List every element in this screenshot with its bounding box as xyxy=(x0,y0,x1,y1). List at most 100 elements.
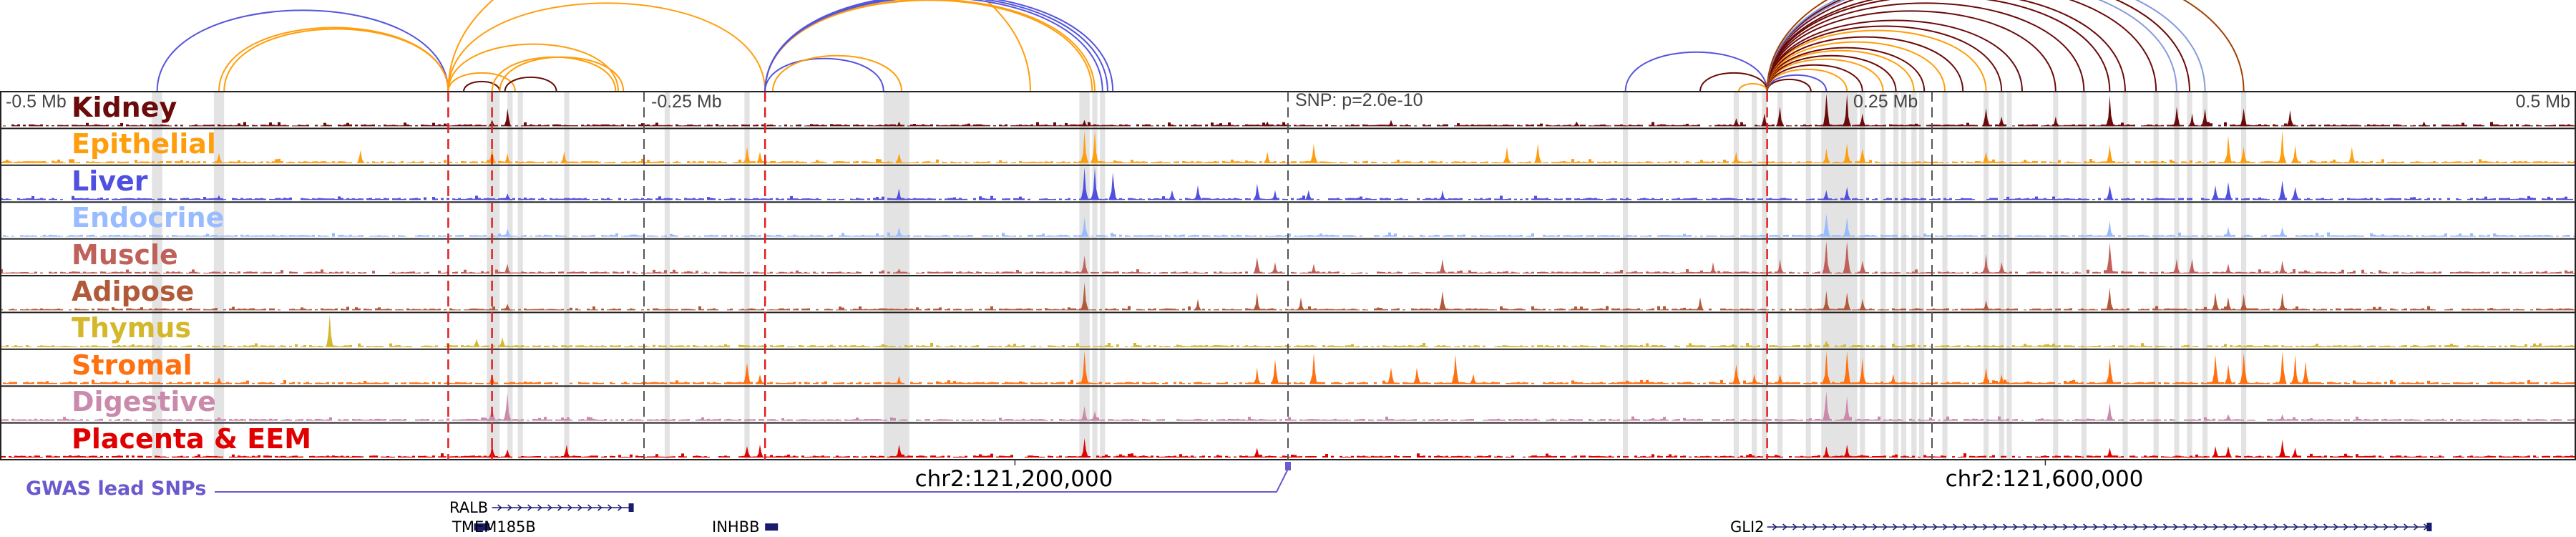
signal-peak xyxy=(2105,220,2114,237)
signal-peak xyxy=(1858,113,1867,127)
gene-ralb-strand-arrow xyxy=(517,504,522,511)
signal-peak xyxy=(503,228,512,237)
signal-peak xyxy=(1822,340,1831,347)
signal-peak xyxy=(1822,446,1831,458)
signal-peak xyxy=(894,444,904,458)
chromatin-loop-arc xyxy=(1766,58,1884,92)
gene-gli2-strand-arrow xyxy=(1802,523,1807,531)
gene-ralb-strand-arrow xyxy=(537,504,542,511)
gene-label-inhbb[interactable]: INHBB xyxy=(712,518,760,536)
signal-peak xyxy=(2211,446,2220,458)
gene-gli2-strand-arrow xyxy=(1863,523,1868,531)
gene-gli2-strand-arrow xyxy=(1823,523,1828,531)
signal-peak xyxy=(2278,130,2287,163)
chromatin-loop-arc xyxy=(1766,10,2057,92)
chromatin-loop-arc xyxy=(1699,72,1768,92)
chromatin-loop-arc xyxy=(1766,0,2111,92)
signal-peak xyxy=(1252,448,1262,458)
gene-gli2-strand-arrow xyxy=(2133,523,2138,531)
chromatin-loop-arc xyxy=(764,0,1096,92)
signal-peak xyxy=(1271,190,1279,200)
signal-peak xyxy=(756,444,764,458)
signal-peak xyxy=(1843,396,1852,421)
signal-peak xyxy=(2172,258,2181,274)
signal-peak xyxy=(1271,262,1279,274)
signal-peak xyxy=(2290,145,2300,163)
chromatin-loop-arc xyxy=(156,9,449,92)
gene-gli2-strand-arrow xyxy=(1943,523,1948,531)
signal-peak xyxy=(2419,121,2429,127)
gene-gli2-strand-arrow xyxy=(2043,523,2048,531)
chromatin-loop-arc xyxy=(1766,2,2085,92)
signal-peak xyxy=(1572,121,1581,127)
signal-peak xyxy=(2285,110,2295,127)
gene-gli2-strand-arrow xyxy=(2193,523,2198,531)
gene-gli2-strand-arrow xyxy=(1893,523,1898,531)
signal-peak xyxy=(2187,113,2197,127)
gene-label-tmem185b[interactable]: TMEM185B xyxy=(452,518,536,536)
signal-peak xyxy=(1843,143,1852,163)
gene-gli2-strand-arrow xyxy=(2163,523,2168,531)
signal-peak xyxy=(1997,262,2006,274)
signal-peak xyxy=(2239,147,2248,163)
chromatin-loop-arc xyxy=(1766,49,1915,92)
signal-peak xyxy=(1108,172,1118,200)
gene-gli2-strand-arrow xyxy=(2323,523,2328,531)
track-label-digestive: Digestive xyxy=(72,386,216,418)
gene-gli2-strand-arrow xyxy=(2173,523,2178,531)
gene-gli2-strand-arrow xyxy=(2093,523,2098,531)
gene-gli2-strand-arrow xyxy=(1782,523,1787,531)
signal-peak xyxy=(894,268,904,274)
signal-peak xyxy=(1822,241,1831,274)
signal-peak xyxy=(1080,282,1089,311)
track-label-thymus: Thymus xyxy=(72,312,192,344)
signal-peak xyxy=(1252,183,1262,200)
gene-gli2-strand-arrow xyxy=(2103,523,2108,531)
gene-label-ralb[interactable]: RALB xyxy=(449,499,489,516)
signal-peak xyxy=(1438,291,1447,311)
signal-peak xyxy=(1309,263,1318,274)
axis-label-left: -0.5 Mb xyxy=(6,92,67,112)
signal-peak xyxy=(1080,120,1089,127)
gene-gli2-strand-arrow xyxy=(2153,523,2158,531)
signal-peak xyxy=(1822,94,1831,127)
gene-ralb-strand-arrow xyxy=(608,504,613,511)
signal-peak xyxy=(2347,147,2356,163)
gene-gli2-strand-arrow xyxy=(1853,523,1858,531)
gene-ralb-strand-arrow xyxy=(527,504,532,511)
track-label-epithelial: Epithelial xyxy=(72,128,216,160)
signal-peak xyxy=(1168,190,1176,200)
signal-baseline-2 xyxy=(0,195,2573,200)
signal-peak xyxy=(2224,263,2233,274)
chromatin-loop-arc xyxy=(223,28,449,92)
signal-peak xyxy=(2211,185,2220,200)
signal-peak xyxy=(1309,353,1318,384)
gene-gli2-strand-arrow xyxy=(1813,523,1818,531)
signal-peak xyxy=(1451,354,1460,384)
signal-peak xyxy=(894,226,904,237)
gene-gli2-strand-arrow xyxy=(2373,523,2379,531)
signal-peak xyxy=(2224,364,2233,384)
signal-peak xyxy=(1843,292,1852,311)
signal-peak xyxy=(1709,262,1717,274)
signal-peak xyxy=(2105,448,2114,458)
gene-label-gli2[interactable]: GLI2 xyxy=(1730,518,1765,536)
signal-peak xyxy=(2278,440,2287,458)
gene-gli2-strand-arrow xyxy=(2233,523,2238,531)
track-label-kidney: Kidney xyxy=(72,92,177,123)
gene-gli2-strand-arrow xyxy=(2293,523,2298,531)
gwas-snp-marker xyxy=(1285,462,1291,470)
signal-peak xyxy=(894,153,904,163)
signal-peak xyxy=(2224,446,2233,458)
chromatin-loop-arc xyxy=(499,56,625,92)
signal-peak xyxy=(562,444,571,458)
signal-peak xyxy=(1263,151,1272,163)
signal-peak xyxy=(1080,351,1089,384)
signal-peak xyxy=(2105,357,2114,384)
gene-gli2-strand-arrow xyxy=(2123,523,2128,531)
axis-label-right: 0.5 Mb xyxy=(2515,92,2570,112)
signal-baseline-3 xyxy=(3,232,2576,237)
signal-peak xyxy=(1981,367,1991,384)
signal-peak xyxy=(756,151,764,163)
gene-gli2-strand-arrow xyxy=(2384,523,2389,531)
